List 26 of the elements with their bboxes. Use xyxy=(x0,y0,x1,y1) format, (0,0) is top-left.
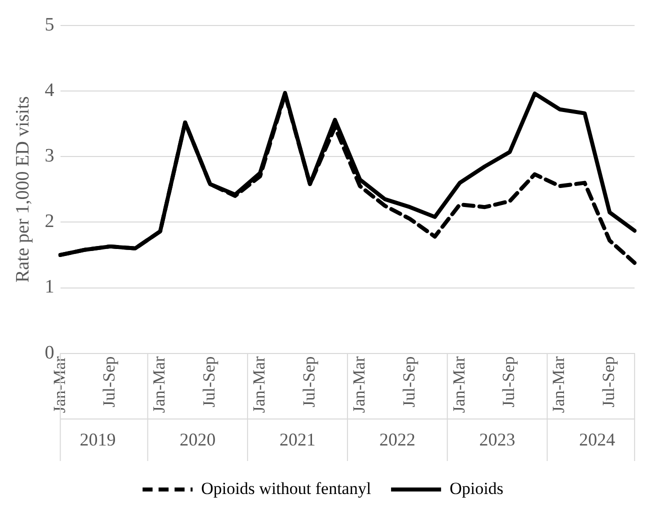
y-tick-label: 2 xyxy=(44,211,54,232)
text: 2024 xyxy=(579,430,616,450)
legend-label: Opioids without fentanyl xyxy=(201,478,372,498)
x-tick-label: Jan-Mar xyxy=(549,356,568,414)
text: 2021 xyxy=(280,430,316,450)
y-tick-label: 5 xyxy=(44,14,54,36)
text: 2023 xyxy=(479,430,516,450)
x-tick-label: Jul-Sep xyxy=(200,356,219,408)
y-tick-label: 3 xyxy=(44,146,54,167)
x-tick-label: Jan-Mar xyxy=(349,356,368,414)
text: 2019 xyxy=(80,430,116,450)
x-tick-label: Jul-Sep xyxy=(299,356,318,408)
y-tick-label: 4 xyxy=(44,80,55,101)
y-tick-label: 0 xyxy=(44,342,54,364)
x-tick-label: Jul-Sep xyxy=(100,356,119,408)
legend-label: Opioids xyxy=(450,478,504,498)
x-tick-label: Jan-Mar xyxy=(449,356,468,414)
y-tick-label: 1 xyxy=(44,276,54,298)
x-tick-label: Jul-Sep xyxy=(499,356,518,408)
x-tick-label: Jan-Mar xyxy=(150,356,169,414)
text: 2022 xyxy=(379,430,416,450)
y-axis-title: Rate per 1,000 ED visits xyxy=(12,96,34,283)
x-tick-label: Jan-Mar xyxy=(250,356,269,414)
text: 2020 xyxy=(180,430,216,450)
x-tick-label: Jul-Sep xyxy=(399,356,418,408)
x-tick-label: Jul-Sep xyxy=(599,356,618,408)
